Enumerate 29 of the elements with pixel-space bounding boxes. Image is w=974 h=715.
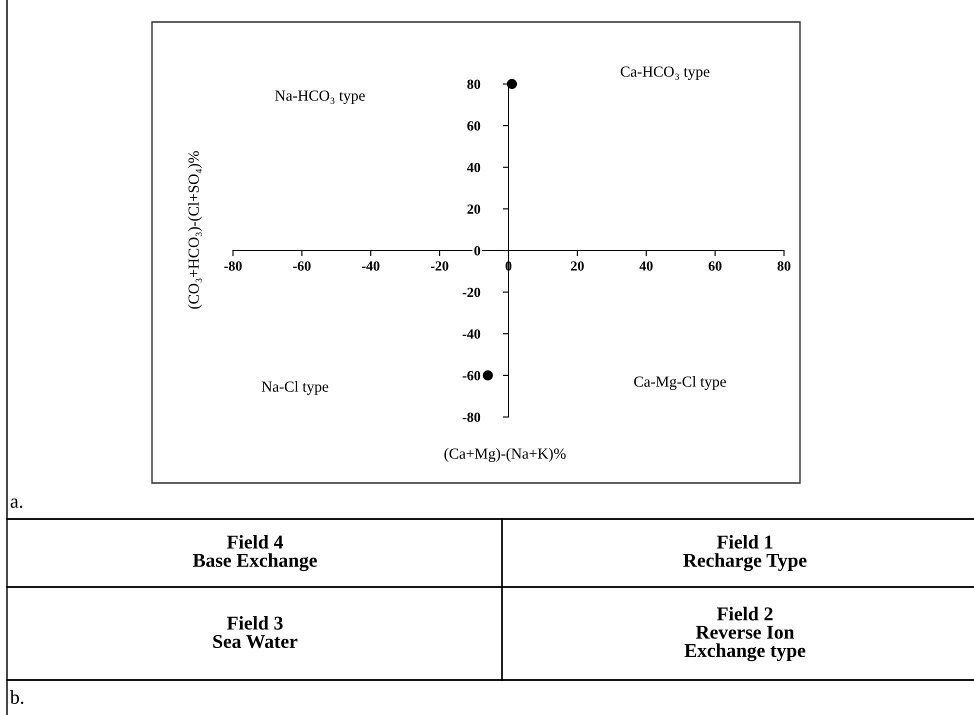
y-tick-label: 60 — [467, 121, 480, 131]
text: Field 3 Sea Water — [213, 616, 298, 648]
y-tick-label: 80 — [467, 80, 480, 89]
y-tick-label: 40 — [467, 162, 480, 172]
x-tick-label: 60 — [708, 261, 722, 271]
y-tick-label: -40 — [462, 329, 480, 339]
text: Field 1 Recharge Type — [683, 534, 807, 572]
x-tick-label: 80 — [778, 261, 790, 271]
x-axis-title: (Ca+Mg)-(Na+K)% — [444, 448, 566, 462]
annotation: Na-Cl type — [262, 381, 328, 395]
x-tick-label: 40 — [639, 261, 653, 271]
y-tick-label: -60 — [462, 370, 480, 380]
y-tick-label: -80 — [462, 412, 480, 422]
y-tick-label: -20 — [462, 288, 480, 298]
x-tick-label: 20 — [571, 261, 584, 271]
text: Ca-HCO₃ type — [620, 66, 710, 80]
text: a. — [10, 498, 22, 508]
x-tick-label: -80 — [224, 261, 242, 271]
x-tick-label: -60 — [293, 261, 311, 271]
text: b. — [10, 690, 24, 704]
x-tick-label: -20 — [430, 261, 448, 271]
text: Field 4 Base Exchange — [192, 534, 317, 572]
y-axis-title: (CO₃+HCO₃)-(Cl+SO₄)% — [188, 151, 202, 309]
annotation: Na-HCO₃ type — [275, 90, 365, 104]
y-tick-label: 0 — [474, 246, 480, 256]
annotation: Ca-Mg-Cl type — [634, 376, 726, 390]
y-tick-label: 20 — [467, 204, 480, 214]
x-tick-label: -40 — [362, 261, 380, 271]
text: Field 2 Reverse Ion Exchange type — [684, 606, 806, 662]
